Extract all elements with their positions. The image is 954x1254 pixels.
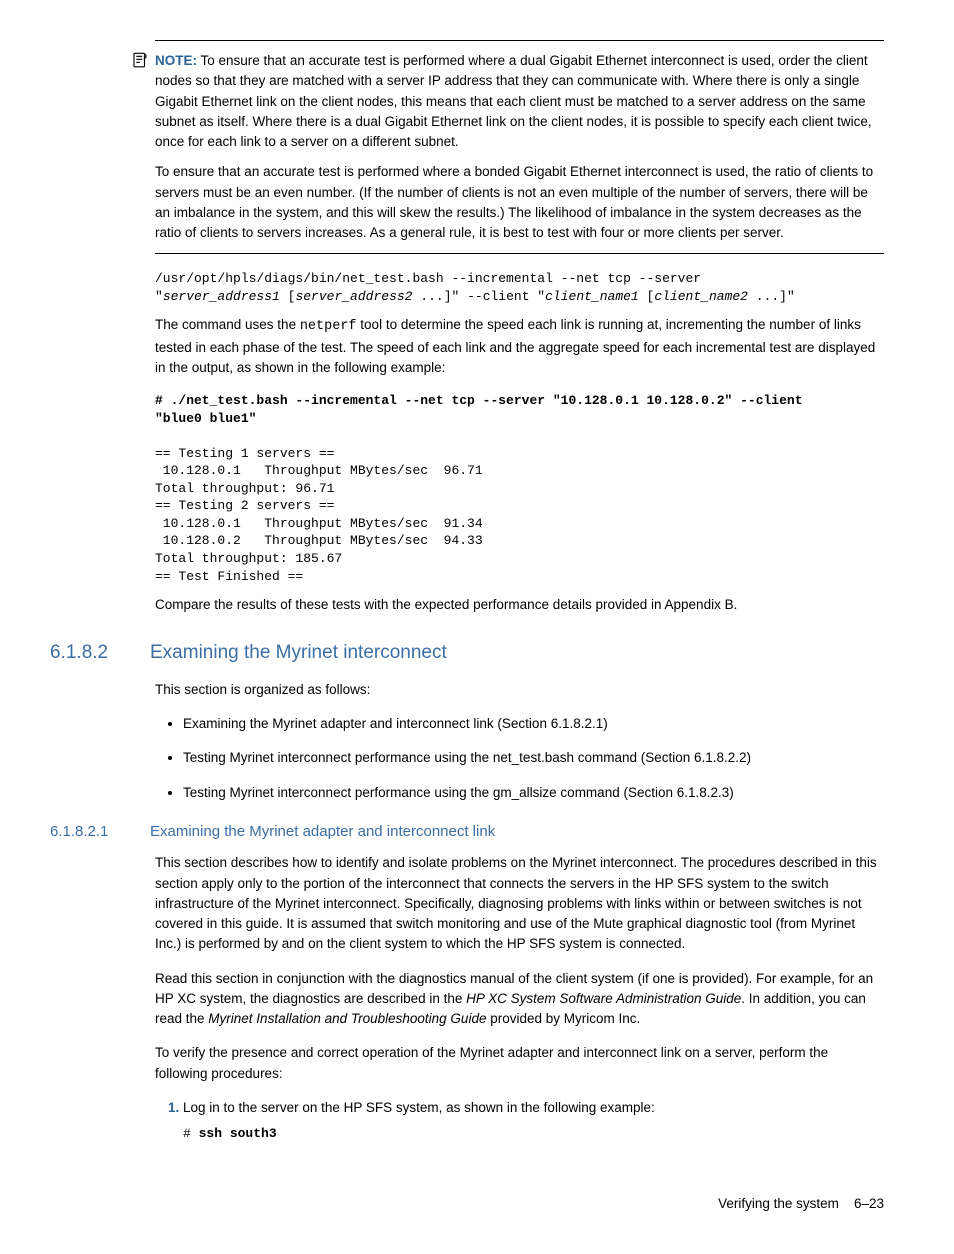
text: provided by Myricom Inc.: [486, 1011, 640, 1026]
code-text: [: [639, 289, 655, 304]
body-paragraph: To verify the presence and correct opera…: [155, 1043, 884, 1084]
example-output-block: # ./net_test.bash --incremental --net tc…: [155, 392, 884, 585]
code-var: server_address2: [295, 289, 412, 304]
code-text: ...]" --client ": [412, 289, 545, 304]
note-box: NOTE: To ensure that an accurate test is…: [155, 40, 884, 254]
code-text: ...]": [748, 289, 795, 304]
section-heading: 6.1.8.2Examining the Myrinet interconnec…: [50, 639, 884, 668]
prompt: #: [183, 1126, 199, 1141]
command-syntax-block: /usr/opt/hpls/diags/bin/net_test.bash --…: [155, 270, 884, 305]
code-var: client_name1: [545, 289, 639, 304]
body-paragraph: This section describes how to identify a…: [155, 853, 884, 954]
command: ssh south3: [199, 1126, 277, 1141]
code-command: # ./net_test.bash --incremental --net tc…: [155, 393, 810, 426]
list-item: Testing Myrinet interconnect performance…: [183, 748, 884, 768]
subsection-number: 6.1.8.2.1: [50, 821, 150, 844]
section-number: 6.1.8.2: [50, 639, 150, 668]
list-item: Testing Myrinet interconnect performance…: [183, 783, 884, 803]
step-code-block: # ssh south3: [183, 1124, 884, 1144]
note-icon: [131, 51, 149, 77]
body-paragraph: This section is organized as follows:: [155, 680, 884, 700]
inline-code: netperf: [300, 319, 357, 334]
code-text: [: [280, 289, 296, 304]
code-var: server_address1: [163, 289, 280, 304]
step-item: Log in to the server on the HP SFS syste…: [183, 1098, 884, 1144]
note-label: NOTE:: [155, 53, 197, 68]
ordered-steps: Log in to the server on the HP SFS syste…: [155, 1098, 884, 1144]
footer-page-number: 6–23: [854, 1196, 884, 1211]
subsection-title: Examining the Myrinet adapter and interc…: [150, 823, 495, 840]
doc-title: Myrinet Installation and Troubleshooting…: [208, 1011, 486, 1026]
page-footer: Verifying the system 6–23: [50, 1194, 884, 1214]
body-paragraph: The command uses the netperf tool to det…: [155, 315, 884, 378]
subsection-heading: 6.1.8.2.1Examining the Myrinet adapter a…: [50, 821, 884, 844]
body-paragraph: Compare the results of these tests with …: [155, 595, 884, 615]
doc-title: HP XC System Software Administration Gui…: [466, 991, 741, 1006]
note-paragraph-1: NOTE: To ensure that an accurate test is…: [155, 51, 884, 152]
body-paragraph: Read this section in conjunction with th…: [155, 969, 884, 1030]
code-output: == Testing 1 servers == 10.128.0.1 Throu…: [155, 446, 483, 584]
code-var: client_name2: [654, 289, 748, 304]
bullet-list: Examining the Myrinet adapter and interc…: [155, 714, 884, 803]
note-paragraph-2: To ensure that an accurate test is perfo…: [155, 162, 884, 243]
list-item: Examining the Myrinet adapter and interc…: [183, 714, 884, 734]
text: The command uses the: [155, 317, 300, 332]
step-text: Log in to the server on the HP SFS syste…: [183, 1100, 655, 1115]
footer-title: Verifying the system: [718, 1196, 839, 1211]
note-text-1: To ensure that an accurate test is perfo…: [155, 53, 872, 149]
section-title: Examining the Myrinet interconnect: [150, 642, 447, 663]
